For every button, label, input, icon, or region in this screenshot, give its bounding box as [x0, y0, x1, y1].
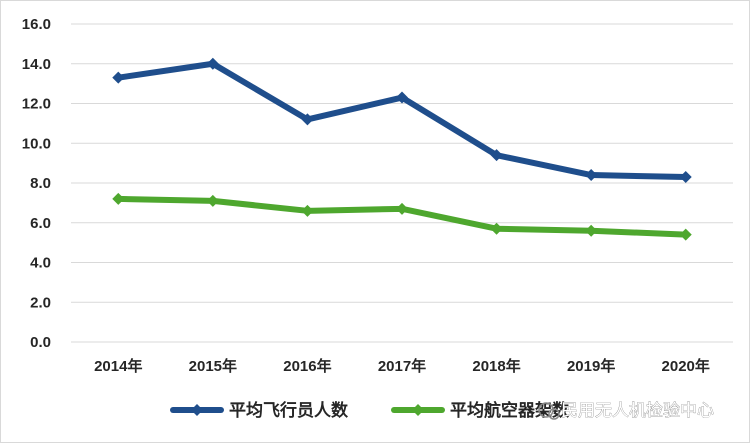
data-point — [585, 224, 598, 237]
watermark: 民用无人机检验中心 — [538, 401, 714, 421]
y-tick-label: 14.0 — [22, 56, 51, 73]
data-point — [301, 204, 314, 217]
data-point — [396, 202, 408, 215]
data-point — [206, 57, 219, 70]
legend: 平均飞行员人数 平均航空器架数 — [170, 400, 570, 421]
series-line-1 — [115, 60, 689, 181]
data-point — [301, 113, 314, 126]
data-point — [679, 171, 692, 184]
data-point — [396, 91, 408, 104]
watermark-text: 民用无人机检验中心 — [561, 401, 714, 421]
data-point — [206, 194, 219, 207]
data-point — [490, 222, 503, 235]
x-tick-label: 2018年 — [472, 357, 520, 375]
wechat-icon — [538, 402, 560, 420]
x-tick-label: 2019年 — [567, 357, 615, 375]
legend-marker-2 — [412, 404, 424, 416]
x-tick-label: 2017年 — [378, 357, 426, 375]
legend-marker-1 — [191, 404, 203, 416]
legend-label-1: 平均飞行员人数 — [229, 400, 349, 421]
y-tick-label: 10.0 — [22, 135, 51, 152]
data-point — [679, 228, 692, 241]
y-tick-label: 2.0 — [30, 294, 51, 311]
y-tick-label: 0.0 — [30, 334, 51, 351]
y-tick-label: 16.0 — [22, 16, 51, 33]
data-point — [490, 149, 503, 162]
y-tick-label: 6.0 — [30, 215, 51, 232]
data-point — [112, 192, 125, 205]
series-lines — [112, 57, 692, 241]
grid-lines — [71, 23, 733, 343]
wechat-icon-outer — [538, 402, 554, 418]
y-tick-label: 12.0 — [22, 96, 51, 113]
data-point — [112, 71, 125, 84]
data-point — [585, 169, 598, 182]
x-tick-label: 2015年 — [189, 357, 237, 375]
x-axis-tick-labels: 2014年 2015年 2016年 2017年 2018年 2019年 2020年 — [94, 357, 710, 375]
x-tick-label: 2016年 — [283, 357, 331, 375]
y-tick-label: 4.0 — [30, 255, 51, 272]
wechat-icon-inner — [548, 408, 560, 420]
y-axis-tick-labels: 0.0 2.0 4.0 6.0 8.0 10.0 12.0 14.0 16.0 — [22, 16, 51, 351]
x-tick-label: 2014年 — [94, 357, 142, 375]
y-tick-label: 8.0 — [30, 175, 51, 192]
x-tick-label: 2020年 — [662, 357, 710, 375]
